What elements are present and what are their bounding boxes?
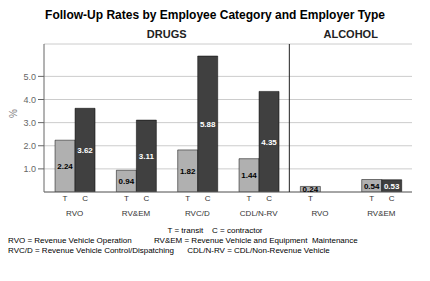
svg-text:CDL/N-RV: CDL/N-RV [240, 209, 278, 218]
svg-text:1.82: 1.82 [180, 167, 196, 176]
svg-text:T: T [185, 194, 190, 203]
svg-text:5.0: 5.0 [23, 72, 36, 82]
svg-text:1.0: 1.0 [23, 164, 36, 174]
svg-text:RV&EM: RV&EM [367, 209, 396, 218]
svg-text:3.0: 3.0 [23, 118, 36, 128]
svg-text:4.35: 4.35 [261, 138, 277, 147]
html-text:RVO = Revenue Vehicle Operatio: RVO = Revenue Vehicle Operation RV&EM = … [8, 236, 358, 245]
svg-text:2.24: 2.24 [57, 162, 73, 171]
svg-text:DRUGS: DRUGS [147, 28, 187, 40]
svg-text:0.53: 0.53 [384, 182, 400, 191]
svg-text:RVC/D: RVC/D [185, 209, 210, 218]
svg-text:RVO: RVO [311, 209, 328, 218]
svg-text:T: T [247, 194, 252, 203]
svg-text:RV&EM: RV&EM [122, 209, 151, 218]
svg-text:T: T [308, 194, 313, 203]
svg-text:2.0: 2.0 [23, 141, 36, 151]
svg-text:4.0: 4.0 [23, 95, 36, 105]
svg-text:T: T [124, 194, 129, 203]
svg-text:C: C [205, 194, 211, 203]
svg-text:3.11: 3.11 [139, 152, 155, 161]
svg-text:%: % [8, 109, 19, 118]
svg-text:3.62: 3.62 [77, 146, 93, 155]
svg-text:0.24: 0.24 [302, 185, 319, 195]
html-text:T = transit C = contractor: T = transit C = contractor [167, 226, 263, 235]
svg-text:ALCOHOL: ALCOHOL [323, 28, 378, 40]
svg-text:C: C [143, 194, 149, 203]
svg-text:RVO: RVO [66, 209, 83, 218]
svg-text:C: C [389, 194, 395, 203]
svg-text:1.44: 1.44 [241, 171, 257, 180]
svg-text:C: C [82, 194, 88, 203]
svg-text:0.54: 0.54 [364, 182, 380, 191]
svg-text:T: T [63, 194, 68, 203]
svg-text:0.94: 0.94 [119, 177, 135, 186]
html-text:RVC/D = Revenue Vehicle Contro: RVC/D = Revenue Vehicle Control/Dispatch… [8, 246, 330, 255]
svg-text:C: C [266, 194, 272, 203]
html-text:Follow-Up Rates by Employee Ca: Follow-Up Rates by Employee Category and… [45, 8, 385, 22]
svg-text:5.88: 5.88 [200, 120, 216, 129]
svg-text:T: T [369, 194, 374, 203]
